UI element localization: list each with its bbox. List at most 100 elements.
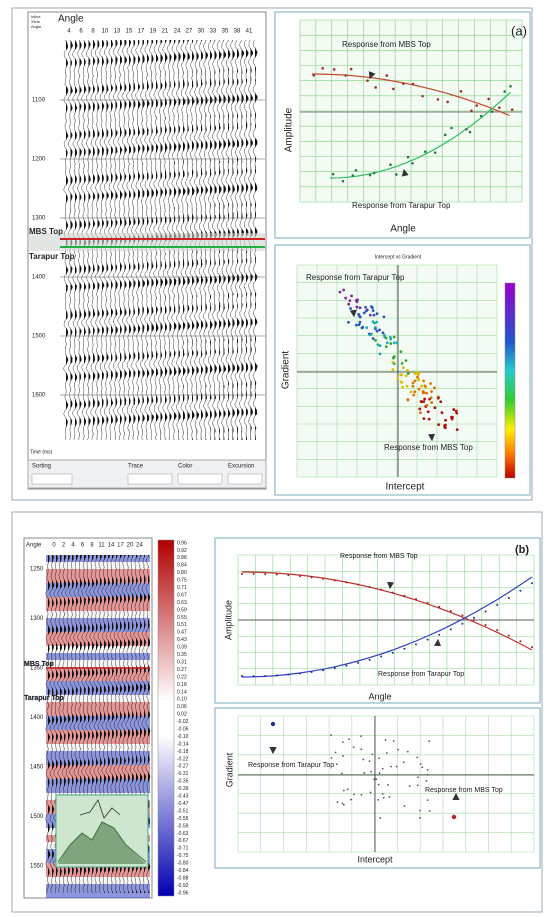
point [400, 380, 404, 384]
point [350, 294, 353, 298]
control-label: Sorting [32, 464, 51, 470]
colorbar-label: 0.47 [177, 630, 187, 636]
point [401, 385, 404, 389]
point [379, 817, 382, 819]
amplitude-band [46, 765, 150, 772]
point [479, 114, 483, 118]
point [364, 305, 368, 309]
point [369, 791, 372, 794]
point [402, 82, 405, 85]
point [335, 763, 338, 766]
colorbar-label: -0.59 [177, 823, 189, 829]
point [355, 305, 359, 309]
point [360, 735, 362, 738]
point [368, 760, 371, 763]
amplitude-band [46, 639, 150, 646]
amplitude-band [46, 681, 150, 688]
colorbar-label: -0.06 [177, 726, 189, 732]
control-field[interactable] [177, 473, 223, 485]
colorbar-label: 0.18 [177, 682, 187, 688]
point [423, 150, 427, 154]
point [406, 155, 410, 159]
angle-tick: 17 [117, 543, 124, 549]
point [368, 313, 372, 317]
point [361, 325, 365, 329]
point [438, 605, 441, 608]
trace-fill [210, 40, 213, 440]
annotation: Response from Tarapur Top [378, 671, 464, 678]
point [433, 406, 437, 410]
control-field[interactable] [227, 473, 263, 485]
point [432, 386, 436, 390]
x-label: Intercept [357, 854, 393, 864]
point [428, 740, 431, 743]
point [437, 423, 441, 427]
amplitude-band [46, 744, 150, 751]
amplitude-band [46, 674, 150, 681]
point [531, 646, 533, 649]
point [416, 756, 419, 759]
point [371, 753, 374, 756]
amplitude-band [46, 660, 150, 667]
angle-tick: 35 [222, 29, 229, 35]
amplitude-band [46, 653, 150, 660]
amplitude-band [46, 688, 150, 695]
y-label: Gradient [224, 752, 234, 787]
point [468, 130, 472, 134]
point [287, 673, 290, 676]
point [299, 575, 301, 578]
point [357, 583, 359, 586]
point [377, 783, 380, 786]
amplitude-band [46, 590, 150, 597]
xp-title: Intercept vs Gradient [375, 254, 422, 260]
point [336, 801, 339, 803]
annotation: Response from MBS Top [425, 787, 503, 794]
point [487, 97, 490, 101]
point [287, 574, 290, 577]
annotation: Response from Tarapur Top [248, 762, 334, 769]
angle-tick: 10 [102, 29, 109, 35]
point [439, 400, 443, 404]
point [420, 400, 423, 404]
point [531, 582, 533, 585]
point [381, 792, 384, 795]
control-field[interactable] [127, 473, 173, 485]
point [371, 320, 375, 324]
point [411, 82, 415, 86]
control-label: Color [178, 464, 192, 470]
point [430, 401, 434, 404]
control-field[interactable] [31, 473, 73, 485]
point [371, 306, 374, 310]
colorbar [504, 282, 516, 479]
point [426, 601, 429, 604]
point [351, 174, 355, 177]
point [377, 798, 380, 801]
panel-label: (b) [515, 544, 529, 556]
time-tick: 1300 [30, 616, 44, 622]
angle-tick: 4 [71, 543, 75, 549]
amplitude-band [46, 737, 150, 744]
point [475, 104, 478, 107]
point [358, 306, 362, 310]
trace [45, 554, 51, 894]
amplitude-band [46, 758, 150, 765]
point [382, 796, 385, 799]
trace-fill [214, 40, 217, 440]
point [365, 326, 369, 330]
amplitude-band [46, 667, 150, 674]
time-label: Time (ms) [30, 449, 53, 455]
point [330, 734, 332, 736]
point [507, 597, 510, 600]
point [264, 573, 267, 576]
inset-area [58, 822, 146, 864]
point [451, 814, 457, 820]
point [403, 805, 406, 807]
point [416, 375, 419, 379]
point [362, 311, 366, 315]
trace-fill [48, 555, 51, 893]
colorbar-label: 0.31 [177, 659, 187, 665]
point [399, 350, 403, 354]
colorbar-label: -0.55 [177, 816, 189, 822]
angle-tick: 21 [162, 29, 169, 35]
